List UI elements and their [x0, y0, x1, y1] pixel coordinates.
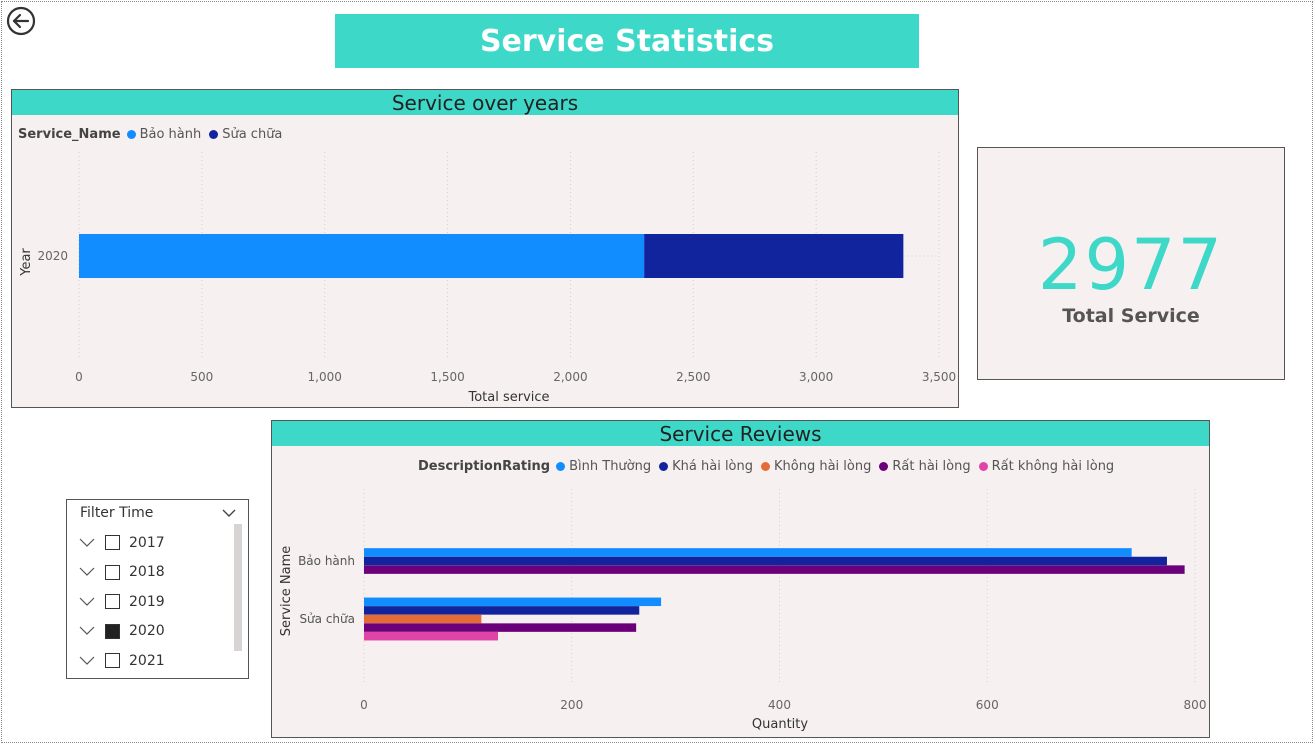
reviews-legend-label: Khá hài lòng — [672, 459, 753, 474]
reviews-legend-label: Không hài lòng — [774, 459, 872, 474]
reviews-legend-item[interactable]: Không hài lòng — [761, 459, 871, 474]
slicer-item-label: 2019 — [129, 593, 165, 610]
back-arrow-icon[interactable] — [6, 6, 36, 36]
x-tick-label: 3,000 — [799, 370, 833, 384]
expand-chevron-icon[interactable] — [79, 567, 95, 577]
y-tick-label: Sửa chữa — [299, 612, 355, 626]
reviews-chart-panel[interactable]: Service Reviews DescriptionRating Bình T… — [271, 420, 1210, 738]
reviews-legend-label: Bình Thường — [569, 459, 652, 474]
x-tick-label: 1,000 — [308, 370, 342, 384]
reviews-legend-label: Rất không hài lòng — [991, 459, 1115, 474]
expand-chevron-icon[interactable] — [79, 597, 95, 607]
bar — [364, 597, 662, 607]
y-tick-label: Bảo hành — [298, 554, 355, 568]
years-chart-panel[interactable]: Service over years Service_Name Bảo hành… — [11, 89, 959, 408]
x-axis-title: Quantity — [752, 717, 808, 732]
x-tick-label: 500 — [190, 370, 213, 384]
legend-dot-icon — [556, 462, 566, 471]
bar — [364, 548, 1132, 557]
bar — [364, 623, 637, 632]
y-axis-title: Service Name — [279, 546, 294, 637]
legend-dot-icon — [126, 130, 136, 139]
slicer-item-2018[interactable]: 2018 — [79, 558, 239, 588]
slicer-item-2020[interactable]: 2020 — [79, 617, 239, 647]
y-axis-title: Year — [19, 248, 34, 277]
checkbox[interactable] — [105, 653, 120, 669]
reviews-chart-legend: DescriptionRating Bình Thường Khá hài lò… — [418, 459, 1122, 474]
expand-chevron-icon[interactable] — [79, 626, 95, 636]
bar — [364, 614, 482, 624]
x-tick-label: 2,500 — [676, 370, 710, 384]
slicer-item-label: 2017 — [129, 534, 165, 551]
bar — [79, 234, 645, 278]
y-tick-label: 2020 — [37, 249, 68, 263]
years-legend-title: Service_Name — [18, 127, 121, 142]
slicer-title: Filter Time — [80, 505, 154, 521]
slicer-item-label: 2021 — [129, 652, 165, 669]
x-tick-label: 200 — [560, 698, 583, 712]
slicer-item-label: 2018 — [129, 564, 165, 581]
x-tick-label: 800 — [1184, 698, 1207, 712]
years-legend-item[interactable]: Bảo hành — [126, 127, 202, 142]
years-chart-legend: Service_Name Bảo hành Sửa chữa — [18, 127, 290, 142]
slicer-item-2019[interactable]: 2019 — [79, 587, 239, 617]
slicer-scrollbar[interactable] — [234, 524, 242, 651]
years-legend-label: Bảo hành — [139, 127, 202, 142]
legend-dot-icon — [659, 462, 669, 471]
reviews-legend-item[interactable]: Bình Thường — [556, 459, 651, 474]
x-tick-label: 600 — [976, 698, 999, 712]
x-tick-label: 3,500 — [922, 370, 956, 384]
slicer-item-2021[interactable]: 2021 — [79, 646, 239, 676]
chevron-down-icon[interactable] — [222, 508, 236, 518]
expand-chevron-icon[interactable] — [79, 538, 95, 548]
bar — [364, 631, 498, 641]
slicer-list: 2017 2018 2019 2020 2021 — [79, 528, 239, 676]
years-legend-label: Sửa chữa — [222, 127, 283, 142]
bar — [364, 606, 640, 615]
x-tick-label: 1,500 — [430, 370, 464, 384]
legend-dot-icon — [879, 462, 889, 471]
legend-dot-icon — [761, 462, 770, 471]
years-bar-chart[interactable]: 0 500 1,000 1,500 2,000 2,500 3,000 3,500 Total … — [12, 90, 960, 409]
x-tick-label: 2,000 — [553, 370, 587, 384]
years-legend-item[interactable]: Sửa chữa — [209, 127, 282, 142]
title-banner: Service Statistics — [335, 14, 919, 68]
page-title: Service Statistics — [479, 23, 775, 59]
expand-chevron-icon[interactable] — [79, 656, 95, 666]
slicer-item-label: 2020 — [129, 623, 165, 640]
checkbox[interactable] — [105, 594, 120, 610]
x-axis-title: Total service — [467, 390, 549, 405]
total-service-card: 2977 Total Service — [977, 147, 1285, 380]
bar — [364, 556, 1167, 566]
reviews-legend-item[interactable]: Rất hài lòng — [879, 459, 971, 474]
reviews-legend-item[interactable]: Rất không hài lòng — [978, 459, 1115, 474]
x-tick-label: 0 — [75, 370, 83, 384]
checkbox-checked[interactable] — [105, 623, 120, 639]
reviews-legend-label: Rất hài lòng — [892, 459, 971, 474]
kpi-label: Total Service — [1062, 305, 1200, 327]
checkbox[interactable] — [105, 564, 120, 580]
reviews-legend-item[interactable]: Khá hài lòng — [659, 459, 753, 474]
slicer-item-2017[interactable]: 2017 — [79, 528, 239, 558]
years-chart-header: Service over years — [12, 90, 958, 115]
reviews-chart-header: Service Reviews — [272, 421, 1209, 446]
bar — [644, 234, 904, 278]
reviews-legend-title: DescriptionRating — [418, 459, 551, 474]
x-tick-label: 400 — [768, 698, 791, 712]
checkbox[interactable] — [105, 535, 120, 551]
kpi-value: 2977 — [1037, 224, 1225, 306]
reviews-bar-chart[interactable]: 0 200 400 600 800 Quantity Service Name Bảo hàn… — [272, 421, 1211, 739]
bar — [364, 565, 1185, 574]
legend-dot-icon — [978, 462, 988, 471]
x-tick-label: 0 — [360, 698, 368, 712]
filter-time-slicer[interactable]: Filter Time 2017 2018 2019 2020 2021 — [66, 499, 249, 679]
legend-dot-icon — [209, 130, 219, 139]
